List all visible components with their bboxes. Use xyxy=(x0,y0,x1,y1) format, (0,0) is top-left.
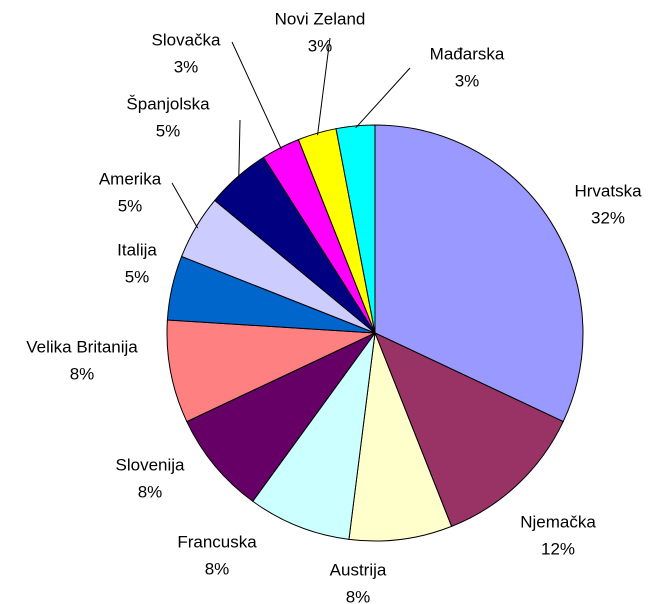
slice-value-label: 32% xyxy=(591,208,625,227)
slice-value-label: 5% xyxy=(125,267,150,286)
slice-label: Francuska xyxy=(177,532,257,551)
slice-label: Velika Britanija xyxy=(26,337,138,356)
slice-value-label: 3% xyxy=(308,36,333,55)
slice-label: Italija xyxy=(117,240,157,259)
slice-label: Hrvatska xyxy=(574,181,642,200)
slice-value-label: 3% xyxy=(174,57,199,76)
pie-slice xyxy=(374,332,564,528)
slice-label: Slovačka xyxy=(152,30,222,49)
leader-line xyxy=(317,37,331,136)
pie-slice xyxy=(252,332,376,540)
slice-value-label: 8% xyxy=(70,364,95,383)
leader-line xyxy=(231,41,282,150)
leader-line xyxy=(238,119,241,179)
slice-value-label: 8% xyxy=(205,559,230,578)
slice-label: Njemačka xyxy=(520,512,596,531)
slice-value-label: 8% xyxy=(138,482,163,501)
pie-slice xyxy=(335,124,376,334)
slice-value-label: 12% xyxy=(541,539,575,558)
slice-value-label: 5% xyxy=(156,121,181,140)
slice-value-label: 8% xyxy=(346,587,371,604)
slice-label: Austrija xyxy=(330,560,387,579)
pie-slice xyxy=(166,319,376,423)
pie-slice xyxy=(186,332,376,502)
pie-slice xyxy=(348,332,453,542)
slice-label: Novi Zeland xyxy=(275,9,366,28)
slice-value-label: 5% xyxy=(118,196,143,215)
slice-label: Mađarska xyxy=(430,44,505,63)
slice-label: Španjolska xyxy=(126,94,210,113)
pie-slice xyxy=(374,124,584,423)
leader-line xyxy=(171,182,199,229)
slice-value-label: 3% xyxy=(455,71,480,90)
slice-label: Amerika xyxy=(99,169,162,188)
leader-line xyxy=(355,67,411,129)
slice-label: Slovenija xyxy=(116,455,186,474)
